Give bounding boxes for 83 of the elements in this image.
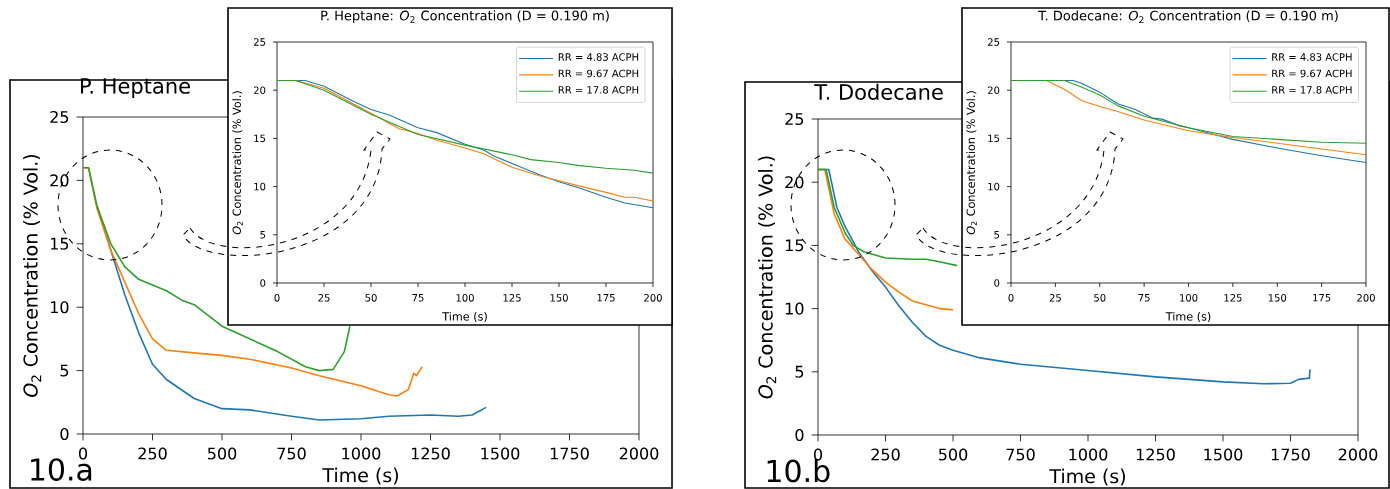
y-axis-title: O$_{2}$ Concentration (% Vol.) — [758, 156, 777, 399]
x-tick-label: 0 — [274, 294, 280, 302]
x-axis-title: Time (s) — [1049, 468, 1125, 486]
x-tick-label: 2000 — [619, 447, 659, 460]
y-tick-label: 0 — [795, 428, 804, 442]
y-tick-label: 5 — [260, 231, 266, 239]
y-tick-label: 15 — [50, 237, 69, 250]
x-tick-label: 150 — [1268, 294, 1287, 302]
x-tick-label: 100 — [456, 294, 474, 302]
x-tick-label: 1250 — [411, 447, 450, 460]
legend-label: RR = 9.67 ACPH — [1272, 69, 1352, 78]
x-tick-label: 0 — [813, 448, 823, 461]
x-axis-title: Time (s) — [322, 467, 398, 485]
x-tick-label: 50 — [1094, 294, 1106, 302]
y-tick-label: 15 — [785, 239, 804, 252]
text: 10.b — [767, 459, 830, 483]
x-axis-title: Time (s) — [1165, 312, 1211, 322]
x-tick-label: 25 — [1049, 294, 1061, 302]
x-tick-label: 200 — [644, 294, 662, 302]
y-axis-title: O$_{2}$ Concentration (% Vol.) — [966, 91, 977, 235]
chart-title: P. Heptane: O$_{2}$ Concentration (D = 0.190 m) — [321, 10, 609, 23]
x-tick-label: 100 — [1180, 294, 1198, 302]
x-tick-label: 150 — [550, 294, 568, 302]
y-tick-label: 15 — [254, 134, 266, 143]
y-tick-label: 25 — [987, 38, 1000, 46]
line-series — [1010, 80, 1367, 144]
y-tick-label: 25 — [253, 38, 266, 46]
y-tick-label: 5 — [60, 364, 69, 377]
x-tick-label: 500 — [207, 447, 237, 460]
y-tick-label: 0 — [260, 279, 266, 287]
y-tick-label: 20 — [253, 86, 266, 94]
x-tick-label: 500 — [938, 448, 968, 461]
x-tick-label: 125 — [1224, 294, 1242, 302]
y-tick-label: 15 — [988, 134, 1000, 143]
x-tick-label: 250 — [871, 448, 900, 461]
y-tick-label: 0 — [60, 427, 69, 441]
legend-label: RR = 4.83 ACPH — [558, 53, 639, 61]
x-tick-label: 0 — [1008, 294, 1014, 302]
y-tick-label: 20 — [987, 86, 1000, 94]
y-axis-title: O$_{2}$ Concentration (% Vol.) — [232, 91, 243, 235]
x-tick-label: 1750 — [550, 447, 589, 460]
legend-label: RR = 4.83 ACPH — [1272, 53, 1352, 61]
x-tick-label: 175 — [1313, 294, 1331, 302]
y-tick-label: 25 — [785, 112, 804, 126]
x-tick-label: 2000 — [1338, 448, 1378, 461]
x-tick-label: 25 — [318, 294, 330, 302]
x-tick-label: 1750 — [1271, 448, 1310, 461]
y-tick-label: 20 — [50, 174, 69, 187]
text: 10.a — [31, 458, 92, 481]
y-tick-label: 10 — [785, 302, 804, 315]
x-tick-label: 0 — [78, 447, 88, 460]
y-tick-label: 10 — [50, 301, 69, 314]
x-tick-label: 1000 — [342, 447, 381, 460]
x-tick-label: 125 — [503, 294, 521, 302]
x-tick-label: 250 — [138, 447, 167, 460]
x-tick-label: 75 — [412, 294, 424, 302]
x-tick-label: 750 — [277, 447, 306, 460]
y-tick-label: 5 — [795, 365, 804, 378]
legend-label: RR = 17.8 ACPH — [558, 86, 639, 94]
y-tick-label: 25 — [50, 110, 69, 124]
x-tick-label: 200 — [1357, 294, 1375, 302]
y-axis-title: O$_{2}$ Concentration (% Vol.) — [23, 154, 42, 397]
legend-label: RR = 9.67 ACPH — [558, 69, 639, 78]
y-tick-label: 10 — [254, 182, 266, 191]
y-tick-label: 10 — [988, 182, 1000, 191]
y-tick-label: 20 — [785, 176, 804, 189]
x-axis-title: Time (s) — [442, 312, 487, 322]
x-tick-label: 1250 — [1136, 448, 1175, 461]
chart-title: T. Dodecane — [814, 83, 943, 100]
line-series — [276, 80, 654, 174]
x-tick-label: 1000 — [1069, 448, 1108, 461]
x-tick-label: 1500 — [1204, 448, 1243, 461]
x-tick-label: 50 — [365, 294, 377, 302]
y-tick-label: 5 — [994, 231, 1000, 239]
x-tick-label: 175 — [597, 294, 615, 302]
legend-label: RR = 17.8 ACPH — [1272, 86, 1352, 94]
x-tick-label: 1500 — [481, 447, 520, 460]
x-tick-label: 75 — [1138, 294, 1150, 302]
y-tick-label: 0 — [994, 279, 1000, 287]
chart-title: T. Dodecane: O$_{2}$ Concentration (D = 0.190 m) — [1038, 10, 1338, 23]
line-series — [817, 168, 958, 267]
x-tick-label: 750 — [1006, 448, 1035, 461]
chart-title: P. Heptane — [81, 78, 190, 98]
